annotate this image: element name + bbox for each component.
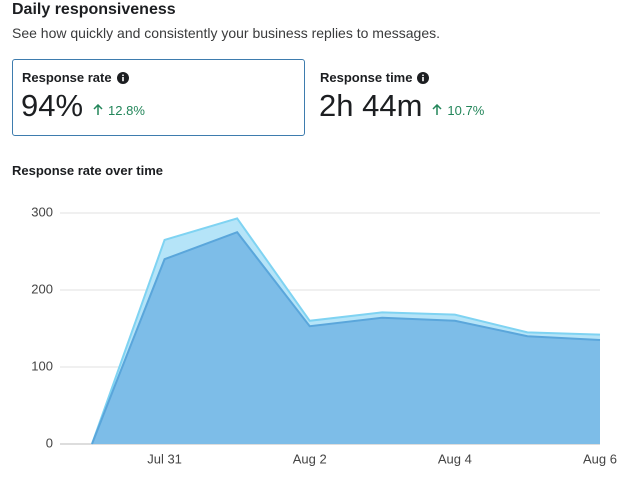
metric-label-row: Response rate [22,70,129,85]
y-tick-label: 200 [31,281,53,296]
area-line [91,231,601,445]
metric-change: 12.8% [93,103,145,118]
metric-change-value: 12.8% [108,102,145,118]
x-tick-label: Aug 4 [438,451,472,466]
metric-card[interactable]: Response time 2h 44m 10.7% [310,59,603,136]
metric-card[interactable]: Response rate 94% 12.8% [12,59,305,136]
metric-label: Response time [320,70,413,85]
section-subtitle: See how quickly and consistently your bu… [12,25,440,41]
metric-label: Response rate [22,70,112,85]
up-arrow [432,104,442,115]
x-tick-label: Jul 31 [147,451,182,466]
up-arrow [93,104,103,115]
y-tick-label: 0 [46,435,53,450]
area [92,232,600,444]
chart-title: Response rate over time [12,163,164,178]
metric-change: 10.7% [432,103,484,118]
y-tick-label: 300 [31,204,53,219]
metric-value-row: 2h 44m 10.7% [319,88,484,124]
metric-value-row: 94% 12.8% [21,88,145,124]
metric-label-row: Response time [320,70,430,85]
section-title: Daily responsiveness [12,1,176,18]
metric-change-value: 10.7% [447,102,485,118]
x-tick-label: Aug 6 [583,451,617,466]
metric-value: 2h 44m [319,88,423,123]
info-icon[interactable] [417,71,430,84]
metric-value: 94% [21,88,84,123]
info-icon[interactable] [116,71,129,84]
area-line [91,217,601,445]
x-tick-label: Aug 2 [293,451,327,466]
y-tick-label: 100 [31,358,53,373]
